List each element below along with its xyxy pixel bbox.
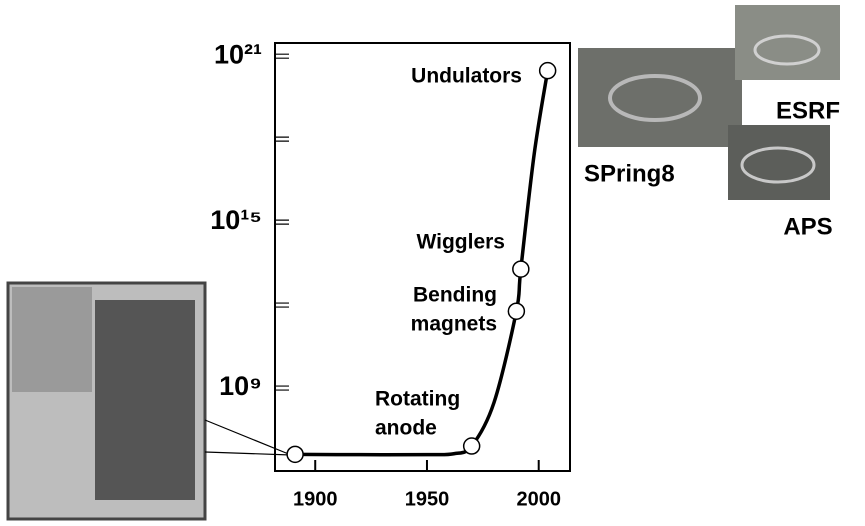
y-tick [275,303,289,307]
y-tick [275,386,289,390]
x-tick-label: 2000 [516,488,561,510]
image-label: SPring8 [584,160,675,187]
chart: 10⁹ 10¹⁵ 10²¹ 1900 1950 2000 Rotating anode Bend… [0,0,865,521]
annotation: Bending [413,284,497,307]
image-label: APS [783,213,832,240]
annotation: Undulators [411,65,522,88]
annotation: magnets [411,313,497,336]
annotation: anode [375,417,437,440]
point [508,303,524,319]
point [513,261,529,277]
y-tick-label: 10²¹ [214,39,262,69]
x-tick-label: 1900 [293,488,338,510]
annotation: Rotating [375,388,460,411]
point [287,446,303,462]
y-tick [275,220,289,224]
y-tick-label: 10⁹ [219,371,262,401]
connector [205,420,291,455]
portrait [95,300,195,500]
point [464,438,480,454]
xray-hand [12,287,92,392]
y-tick-label: 10¹⁵ [210,205,262,235]
point [540,63,556,79]
image-label: ESRF [776,97,840,124]
annotation: Wigglers [417,231,506,254]
y-tick [275,54,289,58]
x-tick-label: 1950 [405,488,450,510]
photo-spring8 [578,48,742,147]
y-tick [275,137,289,141]
photo-esrf [735,5,840,80]
